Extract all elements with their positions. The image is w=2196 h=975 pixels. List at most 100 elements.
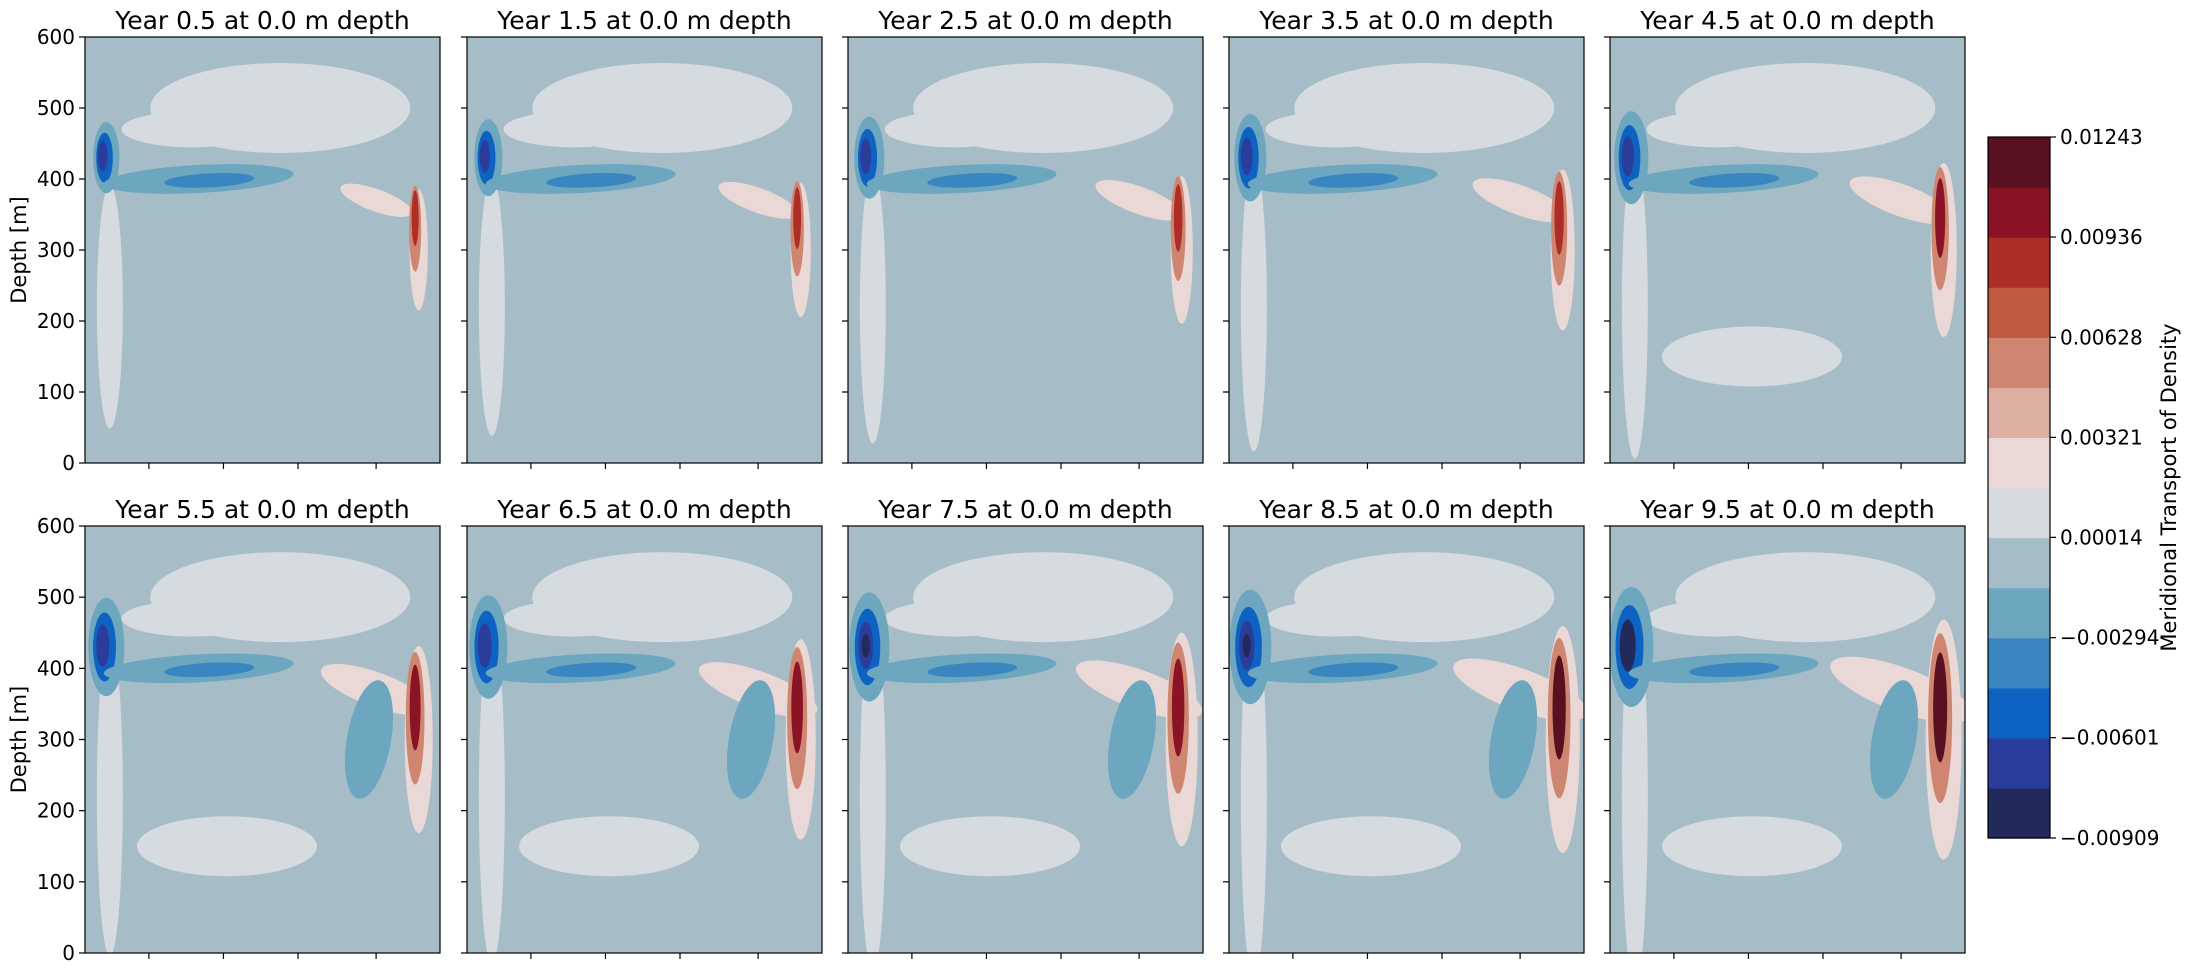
eastern-red-outer — [1472, 178, 1568, 223]
upper-light-patch — [1646, 600, 1787, 637]
central-blue-core — [927, 173, 1018, 188]
eastern-red-plume-core — [1933, 652, 1948, 763]
central-blue-core — [1308, 662, 1399, 678]
transport-field — [88, 552, 433, 953]
colorbar-segment — [1988, 237, 2050, 288]
colorbar-tick-label: −0.00601 — [2060, 726, 2159, 750]
left-light-column — [478, 629, 505, 953]
eastern-blue-patch — [344, 680, 394, 799]
central-blue-core — [546, 173, 637, 188]
upper-light-patch — [121, 111, 262, 148]
left-light-column — [96, 636, 123, 953]
eastern-red-plume-core — [1552, 655, 1566, 760]
central-blue-core — [1308, 173, 1399, 188]
transport-field — [1229, 552, 1584, 953]
left-light-column — [1240, 162, 1267, 452]
panel-title: Year 5.5 at 0.0 m depth — [114, 495, 409, 524]
eastern-red-plume-core — [1554, 181, 1564, 255]
lower-light-patch — [1662, 326, 1842, 387]
y-tick-label: 0 — [62, 941, 75, 965]
lower-light-patch — [1662, 816, 1842, 877]
left-light-column — [859, 169, 886, 444]
transport-field — [849, 552, 1203, 953]
colorbar-segment — [1988, 437, 2050, 489]
central-blue-core — [1689, 173, 1780, 188]
y-tick-label: 500 — [37, 96, 75, 120]
western-core-center — [861, 633, 870, 658]
colorbar-tick-label: 0.01243 — [2060, 125, 2143, 149]
colorbar-label: Meridional Transport of Density — [2157, 323, 2181, 651]
panel-title: Year 1.5 at 0.0 m depth — [496, 6, 791, 35]
upper-light-patch — [1646, 111, 1787, 148]
transport-field — [474, 63, 811, 437]
panel-title: Year 0.5 at 0.0 m depth — [114, 6, 409, 35]
y-tick-label: 100 — [37, 870, 75, 894]
colorbar-segment — [1988, 487, 2050, 539]
left-light-column — [478, 177, 505, 437]
panel-6: 0 100 200 300 400 500 600 Depth [m] Year 5.5 at … — [7, 495, 441, 965]
left-light-column — [96, 185, 123, 429]
y-tick-label: 200 — [37, 309, 75, 333]
eastern-red-plume-core — [1171, 658, 1185, 757]
transport-field — [93, 63, 428, 429]
panel-title: Year 9.5 at 0.0 m depth — [1639, 495, 1934, 524]
lower-light-patch — [519, 816, 699, 877]
left-light-column — [859, 621, 886, 953]
colorbar-segment — [1988, 287, 2050, 338]
colorbar-segment — [1988, 137, 2050, 188]
colorbar-segment — [1988, 537, 2050, 589]
upper-light-patch — [1265, 111, 1406, 148]
western-core-inner — [1621, 136, 1634, 177]
colorbar-tick-label: 0.00628 — [2060, 325, 2143, 349]
lower-light-patch — [1281, 816, 1461, 877]
panel-title: Year 4.5 at 0.0 m depth — [1639, 6, 1934, 35]
upper-light-patch — [884, 111, 1025, 148]
panel-9: Year 8.5 at 0.0 m depth — [1223, 495, 1585, 959]
central-blue-core — [546, 662, 637, 678]
eastern-red-outer — [1849, 176, 1953, 225]
central-blue-core — [164, 173, 255, 188]
transport-field — [469, 552, 818, 953]
upper-light-patch — [503, 600, 644, 637]
panel-title: Year 3.5 at 0.0 m depth — [1258, 6, 1553, 35]
transport-field — [1234, 63, 1575, 452]
western-core-inner — [1240, 137, 1253, 176]
panel-title: Year 2.5 at 0.0 m depth — [877, 6, 1172, 35]
eastern-red-plume-core — [793, 187, 802, 249]
y-tick-label: 100 — [37, 380, 75, 404]
panel-1: 0 100 200 300 400 500 600 Depth [m] Year 0.5 at … — [7, 6, 441, 475]
western-core-inner — [96, 624, 110, 667]
eastern-red-plume-core — [411, 190, 419, 246]
colorbar-frame — [1987, 136, 2051, 839]
y-tick-label: 400 — [37, 167, 75, 191]
colorbar-segment — [1988, 787, 2050, 839]
transport-field — [1614, 63, 1957, 459]
colorbar-segment — [1988, 587, 2050, 639]
western-core-inner — [479, 139, 490, 173]
upper-light-patch — [884, 600, 1025, 637]
colorbar-segment — [1988, 737, 2050, 789]
lower-light-patch — [137, 816, 317, 877]
panel-8: Year 7.5 at 0.0 m depth — [842, 495, 1204, 959]
y-axis-label: Depth [m] — [7, 196, 31, 303]
y-tick-label: 500 — [37, 585, 75, 609]
eastern-red-outer — [718, 181, 798, 219]
central-blue-core — [164, 662, 255, 678]
colorbar-tick-label: 0.00014 — [2060, 525, 2143, 549]
colorbar-segment — [1988, 387, 2050, 439]
y-tick-label: 0 — [62, 451, 75, 475]
y-tick-label: 600 — [37, 514, 75, 538]
panel-7: Year 6.5 at 0.0 m depth — [461, 495, 823, 959]
y-axis-label: Depth [m] — [7, 686, 31, 793]
colorbar-tick-label: 0.00936 — [2060, 225, 2143, 249]
upper-light-patch — [503, 111, 644, 148]
panel-5: Year 4.5 at 0.0 m depth — [1604, 6, 1966, 469]
y-tick-label: 300 — [37, 238, 75, 262]
colorbar-segment — [1988, 337, 2050, 388]
y-tick-label: 400 — [37, 656, 75, 680]
panel-2: Year 1.5 at 0.0 m depth — [461, 6, 823, 469]
eastern-red-plume-core — [1173, 184, 1183, 252]
transport-field — [854, 63, 1193, 444]
panel-title: Year 8.5 at 0.0 m depth — [1258, 495, 1553, 524]
eastern-blue-patch — [1488, 680, 1538, 799]
